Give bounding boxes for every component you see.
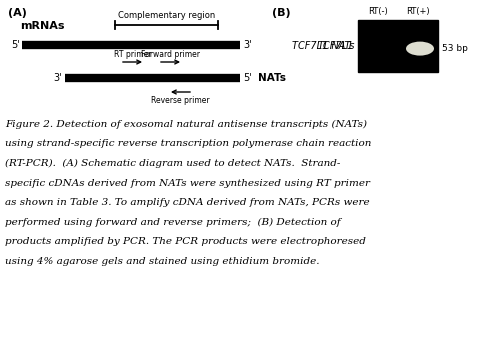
Ellipse shape: [406, 42, 434, 56]
Text: RT(-): RT(-): [368, 7, 388, 16]
Text: 5': 5': [243, 73, 252, 83]
Text: 3': 3': [243, 40, 251, 50]
Text: using 4% agarose gels and stained using ethidium bromide.: using 4% agarose gels and stained using …: [5, 257, 320, 266]
Text: 53 bp: 53 bp: [442, 44, 468, 53]
Text: Figure 2. Detection of exosomal natural antisense transcripts (NATs): Figure 2. Detection of exosomal natural …: [5, 120, 367, 129]
Text: as shown in Table 3. To amplify cDNA derived from NATs, PCRs were: as shown in Table 3. To amplify cDNA der…: [5, 198, 369, 207]
Text: Forward primer: Forward primer: [141, 50, 200, 59]
Text: using strand-specific reverse transcription polymerase chain reaction: using strand-specific reverse transcript…: [5, 140, 371, 148]
Bar: [358, 20, 438, 72]
Text: products amplified by PCR. The PCR products were electrophoresed: products amplified by PCR. The PCR produ…: [5, 237, 366, 246]
Text: RT primer: RT primer: [114, 50, 151, 59]
Text: RT(+): RT(+): [406, 7, 430, 16]
Text: performed using forward and reverse primers;  (B) Detection of: performed using forward and reverse prim…: [5, 217, 341, 227]
Text: (B): (B): [272, 8, 291, 18]
Text: Reverse primer: Reverse primer: [151, 96, 210, 105]
Text: (A): (A): [8, 8, 27, 18]
Text: Complementary region: Complementary region: [118, 11, 215, 20]
Text: TCF7L1: TCF7L1: [318, 41, 354, 51]
Text: specific cDNAs derived from NATs were synthesized using RT primer: specific cDNAs derived from NATs were sy…: [5, 178, 370, 188]
Text: TCF7L1 NATs: TCF7L1 NATs: [291, 41, 354, 51]
Text: (RT-PCR).  (A) Schematic diagram used to detect NATs.  Strand-: (RT-PCR). (A) Schematic diagram used to …: [5, 159, 340, 168]
Text: NATs: NATs: [258, 73, 286, 83]
Text: 5': 5': [11, 40, 20, 50]
Text: 3': 3': [53, 73, 62, 83]
Text: mRNAs: mRNAs: [20, 21, 65, 31]
